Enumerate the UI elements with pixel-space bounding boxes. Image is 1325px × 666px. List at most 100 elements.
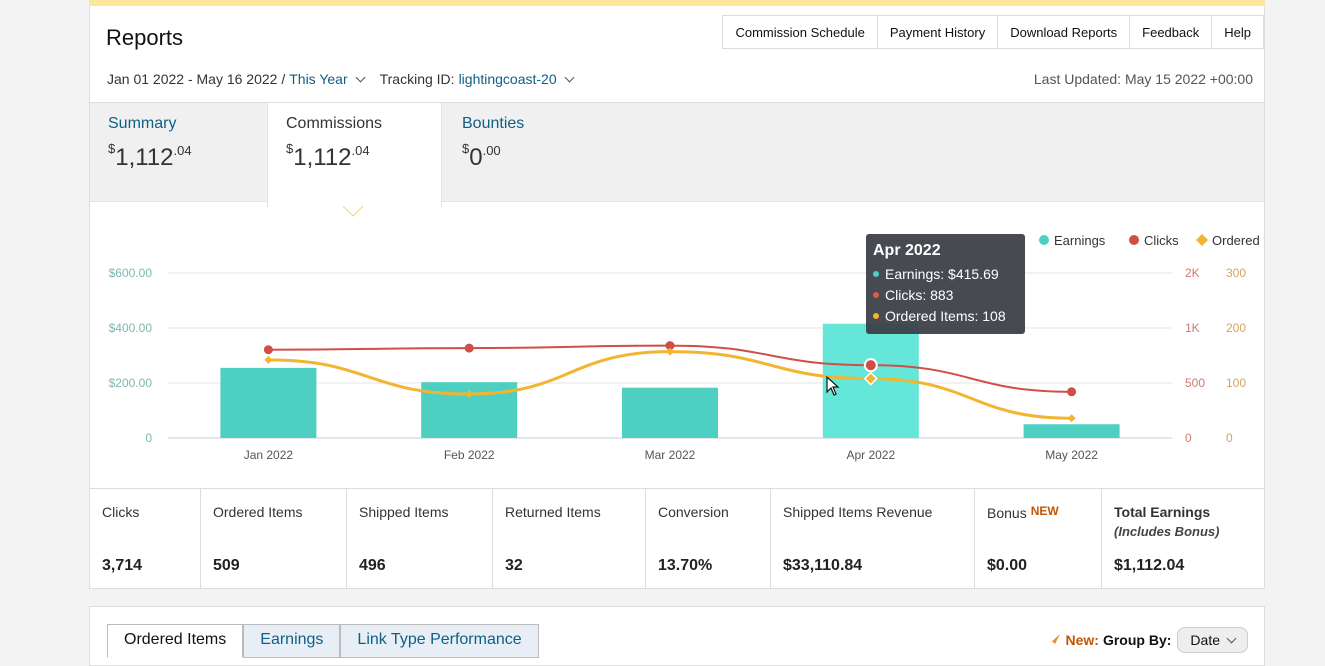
stat-label: Ordered Items: [213, 504, 303, 520]
clicks-dot-icon: [873, 292, 879, 298]
chevron-down-icon: [1226, 633, 1237, 643]
stat-value: $0.00: [987, 557, 1028, 574]
stat-label: Shipped Items Revenue: [783, 504, 933, 520]
left-axis-tick: $400.00: [109, 321, 153, 335]
x-axis-tick: May 2022: [1045, 448, 1098, 462]
last-updated: Last Updated: May 15 2022 +00:00: [1033, 71, 1253, 87]
stat-ordered-items: Ordered Items 509: [201, 489, 347, 588]
legend-label: Clicks: [1144, 233, 1179, 248]
active-tab-pointer-icon: [342, 205, 364, 217]
group-by-control: New: Group By: Date: [1046, 627, 1248, 653]
legend-marker: [1196, 234, 1208, 246]
legend-label: Ordered Items: [1212, 233, 1264, 248]
date-preset-select[interactable]: This Year: [289, 71, 348, 87]
stat-shipped-items: Shipped Items 496: [347, 489, 493, 588]
right-axis-tick-clicks: 1K: [1185, 321, 1200, 335]
chevron-down-icon[interactable]: [355, 72, 366, 82]
legend-marker: [1129, 235, 1139, 245]
tooltip-earnings: Earnings: $415.69: [873, 266, 1018, 282]
chart-svg: $600.00 2K 300 $400.00 1K 200 $200.00 500 100 0 0 0…: [109, 233, 1296, 462]
stat-label: Shipped Items: [359, 504, 449, 520]
report-links: Commission Schedule Payment History Down…: [722, 15, 1264, 49]
right-axis-tick-ordered: 300: [1226, 266, 1246, 280]
feedback-link[interactable]: Feedback: [1130, 16, 1213, 48]
x-axis-tick: Apr 2022: [846, 448, 895, 462]
stat-label: Returned Items: [505, 504, 601, 520]
right-axis-tick-clicks: 500: [1185, 376, 1205, 390]
tab-earnings[interactable]: Earnings: [243, 624, 341, 658]
earnings-chart: $600.00 2K 300 $400.00 1K 200 $200.00 500 100 0 0 0…: [90, 212, 1296, 488]
group-by-label: Group By:: [1102, 632, 1172, 648]
x-axis-tick: Feb 2022: [444, 448, 495, 462]
earnings-dot-icon: [873, 271, 879, 277]
group-by-select[interactable]: Date: [1177, 627, 1248, 653]
date-range: Jan 01 2022 - May 16 2022 /: [107, 71, 286, 87]
tab-commissions[interactable]: Commissions $1,112.04: [267, 103, 442, 207]
earnings-bar: [220, 367, 317, 438]
mouse-cursor-icon: [826, 376, 840, 396]
tab-commissions-label: Commissions: [286, 115, 383, 132]
tracking-label: Tracking ID:: [379, 71, 455, 87]
earnings-bar: [1023, 424, 1120, 438]
earnings-bar: [622, 387, 718, 438]
stat-value: $1,112.04: [1114, 557, 1185, 574]
new-label: New:: [1065, 632, 1099, 648]
right-axis-tick-ordered: 200: [1226, 321, 1246, 335]
legend-label: Earnings: [1054, 233, 1106, 248]
stat-returned-items: Returned Items 32: [493, 489, 646, 588]
ordered-items-point: [666, 347, 674, 356]
details-panel: Ordered Items Earnings Link Type Perform…: [89, 606, 1265, 666]
tab-bounties-label: Bounties: [462, 115, 525, 132]
x-axis-tick: Mar 2022: [645, 448, 696, 462]
stat-value: 496: [359, 557, 386, 574]
tab-bounties[interactable]: Bounties $0.00: [444, 103, 604, 203]
clicks-point: [1067, 387, 1077, 397]
stat-label: Conversion: [658, 504, 729, 520]
stat-conversion: Conversion 13.70%: [646, 489, 771, 588]
stat-value: 32: [505, 557, 523, 574]
stat-shipped-revenue: Shipped Items Revenue $33,110.84: [771, 489, 975, 588]
details-tabs: Ordered Items Earnings Link Type Perform…: [107, 624, 539, 658]
stat-label: Clicks: [102, 504, 140, 520]
chevron-down-icon[interactable]: [564, 72, 575, 82]
right-axis-tick-ordered: 0: [1226, 431, 1233, 445]
tooltip-clicks: Clicks: 883: [873, 287, 1018, 303]
commission-schedule-link[interactable]: Commission Schedule: [723, 16, 878, 48]
stat-value: 3,714: [102, 557, 143, 574]
stats-row: Clicks 3,714 Ordered Items 509 Shipped I…: [90, 488, 1264, 588]
clicks-point: [263, 345, 273, 355]
stat-clicks: Clicks 3,714: [90, 489, 201, 588]
right-axis-tick-clicks: 0: [1185, 431, 1192, 445]
download-reports-link[interactable]: Download Reports: [998, 16, 1131, 48]
ordered-items-point: [264, 355, 273, 364]
report-tabs: Summary $1,112.04 Commissions $1,112.04 …: [90, 102, 1264, 207]
left-axis-tick: $200.00: [109, 376, 153, 390]
tab-summary-label: Summary: [108, 115, 177, 132]
clicks-point: [665, 341, 675, 351]
help-link[interactable]: Help: [1212, 16, 1264, 48]
tab-ordered-items[interactable]: Ordered Items: [107, 624, 244, 658]
ordered-items-point: [863, 371, 878, 386]
clicks-point: [863, 358, 878, 373]
x-axis-tick: Jan 2022: [244, 448, 294, 462]
page-title: Reports: [106, 25, 184, 50]
right-axis-tick-clicks: 2K: [1185, 266, 1200, 280]
left-axis-tick: 0: [145, 431, 152, 445]
stat-value: 509: [213, 557, 240, 574]
tab-link-type-performance[interactable]: Link Type Performance: [340, 624, 539, 658]
payment-history-link[interactable]: Payment History: [878, 16, 999, 48]
clicks-point: [464, 343, 474, 353]
new-badge: NEW: [1030, 504, 1059, 518]
ordered-dot-icon: [873, 313, 879, 319]
filter-row: Jan 01 2022 - May 16 2022 / This Year Tr…: [107, 71, 583, 87]
reports-panel: Reports Commission Schedule Payment Hist…: [89, 6, 1296, 589]
tracking-id-select[interactable]: lightingcoast-20: [458, 71, 557, 87]
tab-summary[interactable]: Summary $1,112.04: [90, 103, 267, 203]
left-axis-tick: $600.00: [109, 266, 153, 280]
stat-label: Total Earnings: [1114, 504, 1211, 520]
right-axis-tick-ordered: 100: [1226, 376, 1246, 390]
notice-band: [89, 0, 1265, 6]
ordered-items-point: [465, 390, 474, 398]
stat-bonus: Bonus NEW $0.00: [975, 489, 1102, 588]
ordered-items-point: [1067, 414, 1076, 423]
